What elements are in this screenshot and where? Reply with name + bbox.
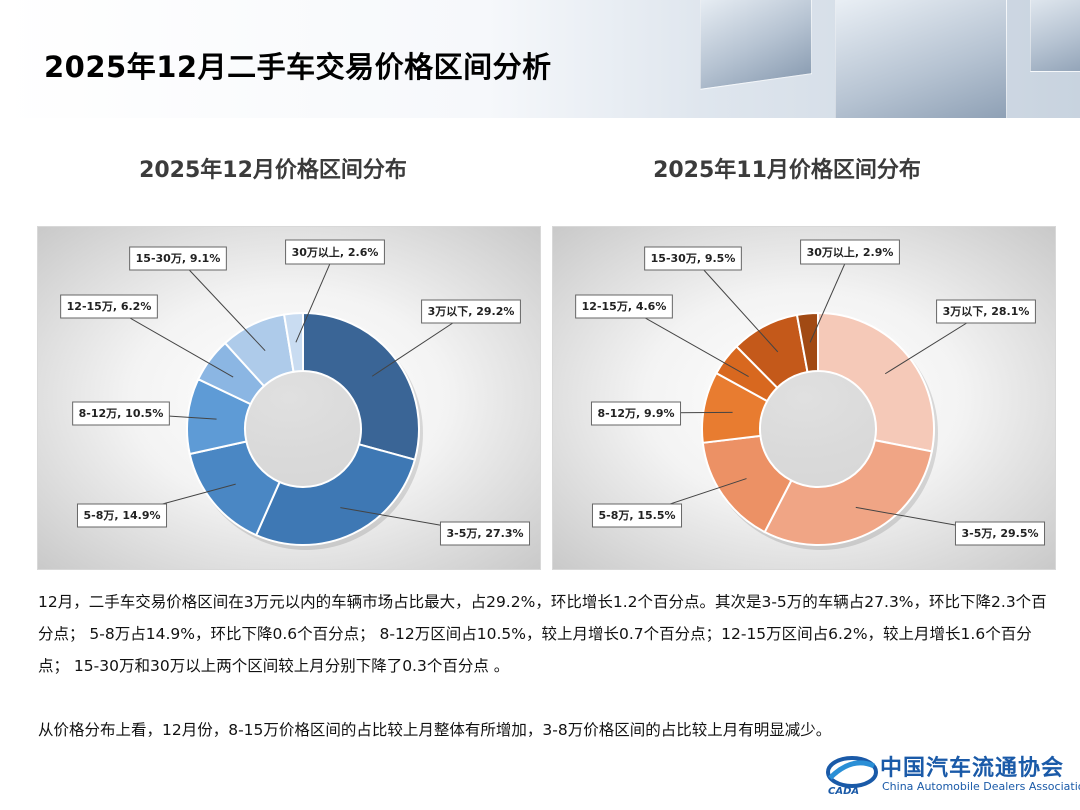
data-label-box-2 <box>76 503 168 528</box>
donut-slice-1 <box>254 443 417 546</box>
donut-chart-dec: 3万以下, 29.2% 3-5万, 27.3% 5-8万, 14.9% 8-12万, … <box>60 239 531 550</box>
data-label-box-4 <box>60 294 158 319</box>
data-label-text-0: 3万以下, 28.1% <box>943 305 1030 318</box>
data-label-5: 15-30万, 9.5% <box>644 246 742 271</box>
data-label-4: 12-15万, 6.2% <box>60 294 158 319</box>
cada-logo-icon <box>826 756 878 788</box>
data-label-box-0 <box>936 299 1036 324</box>
data-label-2: 5-8万, 15.5% <box>591 503 683 528</box>
donut-chart-nov: 3万以下, 28.1% 3-5万, 29.5% 5-8万, 15.5% 8-12万, … <box>575 239 1046 550</box>
leader-line-6 <box>809 251 851 343</box>
data-label-text-2: 5-8万, 15.5% <box>598 509 675 522</box>
data-label-2: 5-8万, 14.9% <box>76 503 168 528</box>
data-label-box-0 <box>421 299 521 324</box>
data-label-4: 12-15万, 4.6% <box>575 294 673 319</box>
decorative-cube <box>835 0 1007 118</box>
data-label-text-1: 3-5万, 27.3% <box>446 527 523 540</box>
decorative-cube <box>700 0 812 90</box>
analysis-paragraph-2: 从价格分布上看，12月份，8-15万价格区间的占比较上月整体有所增加，3-8万价… <box>38 721 832 739</box>
analysis-paragraph-1: 12月，二手车交易价格区间在3万元以内的车辆市场占比最大，占29.2%，环比增长… <box>38 593 1047 675</box>
data-label-text-6: 30万以上, 2.6% <box>292 245 379 259</box>
data-label-box-3 <box>72 401 170 426</box>
data-label-box-3 <box>590 401 682 426</box>
data-label-text-1: 3-5万, 29.5% <box>961 527 1038 540</box>
leader-line-5 <box>692 257 779 353</box>
data-label-0: 3万以下, 29.2% <box>421 299 521 324</box>
data-label-3: 8-12万, 9.9% <box>590 401 682 426</box>
data-label-box-5 <box>129 246 227 271</box>
data-label-text-5: 15-30万, 9.5% <box>651 252 736 265</box>
data-label-text-3: 8-12万, 9.9% <box>597 407 674 420</box>
donut-slice-1 <box>763 439 933 546</box>
data-label-box-6 <box>800 239 900 265</box>
donut-slice-0 <box>302 311 420 461</box>
data-label-6: 30万以上, 2.6% <box>285 239 385 265</box>
data-label-text-0: 3万以下, 29.2% <box>428 305 515 318</box>
data-label-box-1 <box>439 521 531 546</box>
organization-name-en: China Automobile Dealers Association <box>882 780 1080 793</box>
data-label-1: 3-5万, 27.3% <box>439 521 531 546</box>
data-label-text-3: 8-12万, 10.5% <box>79 407 164 420</box>
chart-title-dec: 2025年12月价格区间分布 <box>139 158 407 183</box>
chart-title-nov: 2025年11月价格区间分布 <box>653 158 921 183</box>
association-logo: CADA 中国汽车流通协会 China Automobile Dealers A… <box>824 748 1080 804</box>
leader-line-5 <box>177 257 266 352</box>
donut-slice-0 <box>817 311 935 453</box>
data-label-3: 8-12万, 10.5% <box>72 401 170 426</box>
leader-line-6 <box>295 251 336 343</box>
data-label-6: 30万以上, 2.9% <box>800 239 900 265</box>
data-label-text-6: 30万以上, 2.9% <box>807 245 894 259</box>
data-label-5: 15-30万, 9.1% <box>129 246 227 271</box>
organization-name: 中国汽车流通协会 <box>880 756 1065 781</box>
data-label-box-4 <box>575 294 673 319</box>
data-label-text-2: 5-8万, 14.9% <box>83 509 160 522</box>
data-label-text-4: 12-15万, 6.2% <box>67 300 152 313</box>
page-title: 2025年12月二手车交易价格区间分析 <box>44 50 552 84</box>
donut-slice-6 <box>795 311 819 374</box>
header-banner: 2025年12月二手车交易价格区间分析 <box>0 0 1080 118</box>
data-label-box-5 <box>644 246 742 271</box>
data-label-box-6 <box>285 239 385 265</box>
data-label-box-1 <box>954 521 1046 546</box>
chart-panel-dec: 3万以下, 29.2% 3-5万, 27.3% 5-8万, 14.9% 8-12万, … <box>37 226 541 570</box>
data-label-text-4: 12-15万, 4.6% <box>582 300 667 313</box>
data-label-box-2 <box>591 503 683 528</box>
data-label-text-5: 15-30万, 9.1% <box>136 252 221 265</box>
data-label-1: 3-5万, 29.5% <box>954 521 1046 546</box>
decorative-cube <box>1030 0 1080 72</box>
data-label-0: 3万以下, 28.1% <box>936 299 1036 324</box>
donut-slice-6 <box>282 311 304 373</box>
logo-text: CADA <box>828 786 860 797</box>
chart-panel-nov: 3万以下, 28.1% 3-5万, 29.5% 5-8万, 15.5% 8-12万, … <box>552 226 1056 570</box>
